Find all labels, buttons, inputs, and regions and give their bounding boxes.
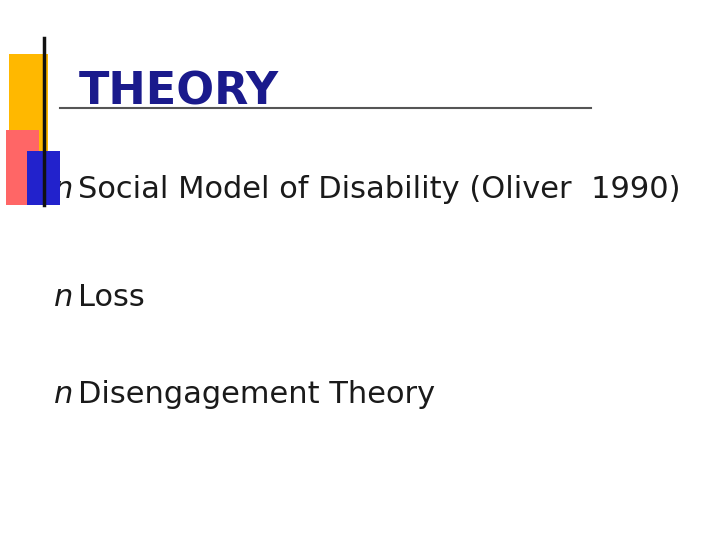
FancyBboxPatch shape bbox=[6, 130, 39, 205]
FancyBboxPatch shape bbox=[9, 54, 48, 151]
FancyBboxPatch shape bbox=[27, 151, 60, 205]
Text: n: n bbox=[54, 282, 73, 312]
Text: THEORY: THEORY bbox=[78, 70, 279, 113]
Text: n: n bbox=[54, 380, 73, 409]
Text: Disengagement Theory: Disengagement Theory bbox=[78, 380, 436, 409]
Text: Social Model of Disability (Oliver  1990): Social Model of Disability (Oliver 1990) bbox=[78, 174, 681, 204]
Text: n: n bbox=[54, 174, 73, 204]
Text: Loss: Loss bbox=[78, 282, 145, 312]
